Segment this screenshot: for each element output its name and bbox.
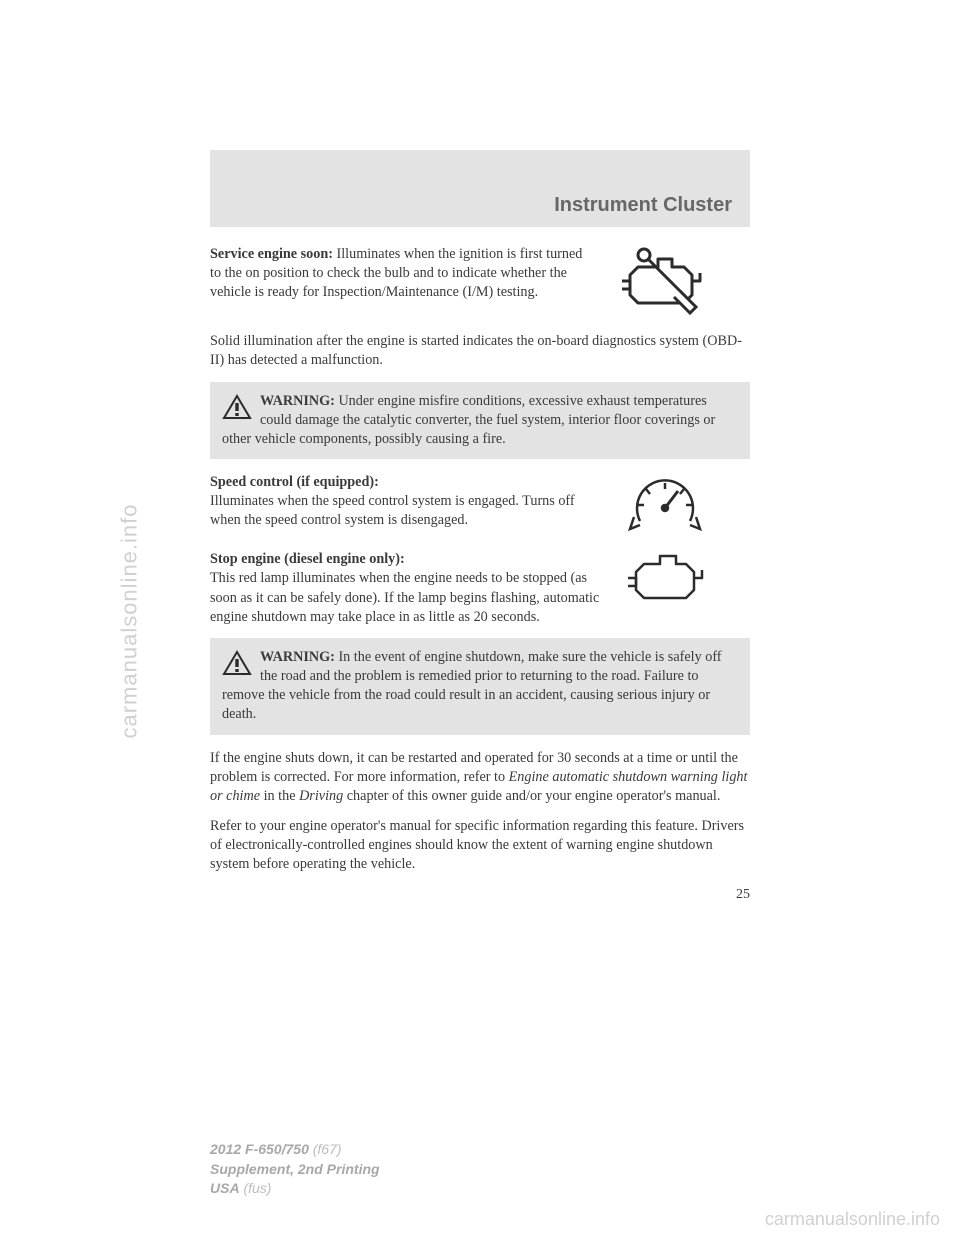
section-speed-control: Speed control (if equipped): Illuminates…: [210, 473, 750, 539]
warning1-label: WARNING:: [260, 393, 335, 409]
after-p1e: chapter of this owner guide and/or your …: [343, 788, 720, 804]
after-p1: If the engine shuts down, it can be rest…: [210, 749, 750, 807]
warning2-label: WARNING:: [260, 649, 335, 665]
footer-line2: Supplement, 2nd Printing: [210, 1160, 380, 1180]
after-p2: Refer to your engine operator's manual f…: [210, 817, 750, 875]
engine-wrench-icon: [610, 245, 710, 321]
footer-line3: USA (fus): [210, 1179, 380, 1199]
footer-code1: (f67): [309, 1141, 342, 1157]
after-p1c: in the: [260, 788, 299, 804]
engine-outline-icon: [620, 550, 710, 611]
footer-model: 2012 F-650/750: [210, 1141, 309, 1157]
footer: 2012 F-650/750 (f67) Supplement, 2nd Pri…: [210, 1140, 380, 1199]
section-stop-engine: Stop engine (diesel engine only): This r…: [210, 550, 750, 627]
page-body: Instrument Cluster Ser: [210, 150, 750, 1100]
warning-box-2: WARNING: In the event of engine shutdown…: [210, 638, 750, 735]
warning-triangle-icon: [222, 394, 252, 426]
chapter-title: Instrument Cluster: [554, 194, 732, 217]
section-service-engine: Service engine soon: Illuminates when th…: [210, 245, 750, 321]
service-engine-text2: Solid illumination after the engine is s…: [210, 333, 742, 368]
footer-code2: (fus): [240, 1180, 272, 1196]
watermark-side: carmanualsonline.info: [117, 503, 143, 738]
page-content: Service engine soon: Illuminates when th…: [210, 245, 750, 905]
service-engine-label: Service engine soon:: [210, 246, 333, 262]
footer-region: USA: [210, 1180, 240, 1196]
service-engine-text2-block: Solid illumination after the engine is s…: [210, 332, 750, 370]
stop-engine-body: This red lamp illuminates when the engin…: [210, 570, 599, 624]
speed-control-body: Illuminates when the speed control syste…: [210, 493, 575, 528]
after-p2-text: Refer to your engine operator's manual f…: [210, 818, 744, 872]
warning-box-1: WARNING: Under engine misfire conditions…: [210, 382, 750, 460]
watermark-bottom: carmanualsonline.info: [765, 1209, 940, 1230]
speed-control-icon: [620, 473, 710, 539]
warning-triangle-icon: [222, 650, 252, 682]
header-bar: Instrument Cluster: [210, 150, 750, 227]
page-number: 25: [210, 886, 750, 905]
footer-line1: 2012 F-650/750 (f67): [210, 1140, 380, 1160]
after-p1d: Driving: [299, 788, 343, 804]
